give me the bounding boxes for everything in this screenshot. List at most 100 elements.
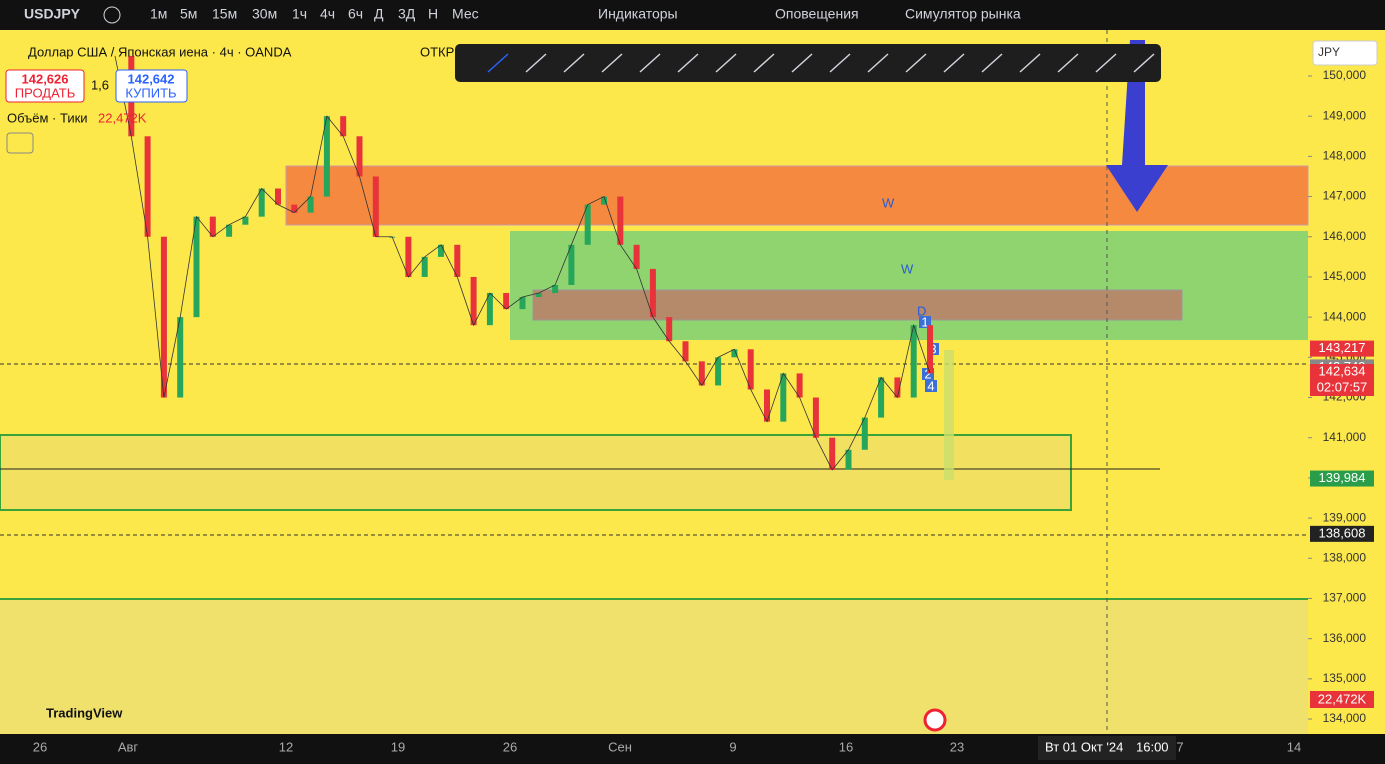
candle — [715, 357, 722, 386]
candle — [323, 116, 330, 197]
tool-icon[interactable] — [1057, 53, 1079, 73]
candle — [209, 216, 216, 237]
y-tick-label: 145,000 — [1323, 269, 1367, 283]
candle — [177, 317, 184, 398]
interval[interactable]: 4ч — [320, 6, 335, 22]
tool-icon[interactable] — [487, 53, 509, 73]
tool-icon[interactable] — [791, 53, 813, 73]
tool-icon[interactable] — [753, 53, 775, 73]
volume-label: Объём · Тики — [7, 110, 88, 125]
arrow — [1106, 40, 1168, 212]
candle — [160, 236, 167, 398]
x-tick-label: 14 — [1287, 739, 1301, 754]
top-bar — [0, 0, 1385, 30]
tool-icon[interactable] — [715, 53, 737, 73]
legend-title: Доллар США / Японская иена · 4ч · OANDA — [28, 44, 292, 59]
x-tick-label: 26 — [33, 739, 47, 754]
crosshair-label — [1038, 736, 1176, 760]
interval[interactable]: 30м — [252, 6, 277, 22]
replay[interactable]: Симулятор рынка — [905, 6, 1021, 22]
candle — [894, 377, 901, 398]
price-tag — [1310, 525, 1374, 542]
annotation: 2 — [924, 366, 931, 381]
annotation: 4 — [927, 378, 934, 393]
replay-marker[interactable] — [923, 708, 947, 732]
candle — [258, 188, 265, 217]
candle — [242, 216, 249, 225]
tool-icon[interactable] — [943, 53, 965, 73]
tool-icon[interactable] — [905, 53, 927, 73]
alerts[interactable]: Оповещения — [775, 6, 859, 22]
candle — [878, 377, 885, 418]
x-tick-label: 7 — [1176, 739, 1183, 754]
interval[interactable]: 6ч — [348, 6, 363, 22]
tool-icon[interactable] — [1019, 53, 1041, 73]
x-tick-label: 9 — [729, 739, 736, 754]
tool-icon[interactable] — [867, 53, 889, 73]
zone — [0, 434, 1072, 511]
candle — [796, 373, 803, 398]
interval[interactable]: 1ч — [292, 6, 307, 22]
tool-icon[interactable] — [829, 53, 851, 73]
y-tick-label: 144,000 — [1323, 309, 1367, 323]
sell-price: 142,626 — [22, 71, 69, 86]
crosshair-time: 16:00 — [1136, 739, 1169, 754]
tool-icon[interactable] — [601, 53, 623, 73]
collapse[interactable] — [6, 132, 34, 154]
price-label: 143,217 — [1319, 340, 1366, 355]
candle — [438, 244, 444, 257]
tool-icon[interactable] — [1095, 53, 1117, 73]
candle — [193, 216, 200, 318]
tool-icon[interactable] — [525, 53, 547, 73]
add-icon[interactable] — [103, 6, 121, 24]
annotation: 1 — [921, 314, 928, 329]
candle — [503, 293, 510, 310]
tool-icon[interactable] — [639, 53, 661, 73]
zone — [532, 289, 1183, 321]
candle — [519, 297, 526, 310]
interval[interactable]: 3Д — [398, 6, 416, 22]
interval[interactable]: 5м — [180, 6, 197, 22]
candle — [861, 417, 868, 450]
tool-icon[interactable] — [981, 53, 1003, 73]
candle — [535, 293, 542, 298]
interval[interactable]: 1м — [150, 6, 167, 22]
candle — [405, 236, 412, 277]
interval[interactable]: Д — [374, 6, 384, 22]
interval[interactable]: 15м — [212, 6, 237, 22]
tool-icon[interactable] — [563, 53, 585, 73]
tool-icon[interactable] — [677, 53, 699, 73]
sell-label: ПРОДАТЬ — [15, 85, 76, 100]
interval[interactable]: Мес — [452, 6, 479, 22]
interval[interactable]: Н — [428, 6, 438, 22]
y-tick-label: 141,000 — [1323, 430, 1367, 444]
x-tick-label: Авг — [118, 739, 139, 754]
candle — [356, 136, 363, 177]
tool-icon[interactable] — [1133, 53, 1155, 73]
annotation: D — [917, 303, 926, 318]
countdown: 02:07:57 — [1317, 379, 1368, 394]
badge — [919, 316, 931, 328]
currency[interactable] — [1312, 40, 1378, 66]
price-line — [114, 55, 931, 471]
candle — [226, 224, 233, 237]
symbol[interactable]: USDJPY — [24, 6, 81, 22]
price-label: 138,608 — [1319, 525, 1366, 540]
indicators[interactable]: Индикаторы — [598, 6, 678, 22]
sell-button[interactable] — [5, 69, 85, 103]
candle — [372, 176, 379, 237]
volume-area — [0, 598, 1308, 734]
buy-button[interactable] — [115, 69, 188, 103]
candle — [584, 204, 591, 245]
candle — [454, 244, 461, 277]
candle — [486, 293, 493, 326]
y-tick-label: 135,000 — [1323, 671, 1367, 685]
price-tag — [1310, 364, 1374, 381]
candle — [747, 349, 754, 390]
candle — [698, 361, 705, 386]
y-tick-label: 149,000 — [1323, 108, 1367, 122]
candle — [666, 317, 673, 342]
brand: TradingView — [46, 705, 123, 720]
candle — [649, 268, 656, 318]
volume-axis-label: 22,472K — [1318, 691, 1367, 706]
